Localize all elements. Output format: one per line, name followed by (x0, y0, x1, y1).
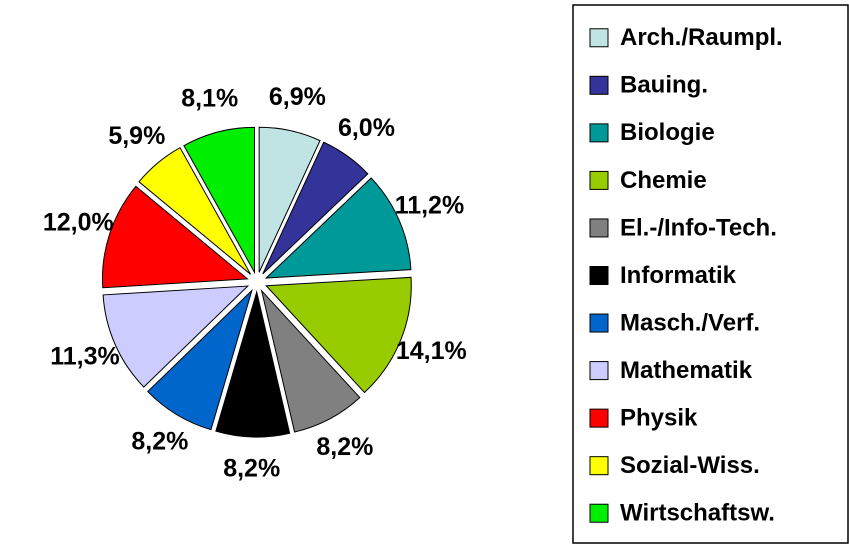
pie-slice (265, 276, 412, 394)
pie-slice (147, 288, 253, 431)
legend-swatch (589, 218, 609, 238)
legend-label: El.-/Info-Tech. (620, 214, 777, 241)
pie-slice (215, 290, 291, 438)
data-label: 8,2% (223, 455, 280, 483)
legend-label: Sozial-Wiss. (620, 452, 760, 479)
legend-label: Bauing. (620, 72, 708, 99)
data-label: 11,3% (50, 343, 120, 371)
legend-label: Physik (620, 404, 698, 431)
legend-label: Informatik (620, 262, 737, 289)
legend-swatch (589, 123, 609, 143)
legend-swatch (589, 408, 609, 428)
pie-slice (262, 141, 369, 275)
data-label: 8,1% (181, 85, 238, 113)
legend-swatch (589, 170, 609, 190)
legend-label: Wirtschaftsw. (620, 500, 775, 527)
data-label: 6,0% (338, 114, 395, 142)
pie-slice (102, 285, 250, 388)
data-label: 5,9% (108, 122, 165, 150)
data-label: 12,0% (43, 208, 114, 236)
data-label: 11,2% (395, 192, 465, 220)
legend-swatch (589, 503, 609, 523)
legend-swatch (589, 456, 609, 476)
pie-slice (258, 126, 321, 273)
pie-slice (264, 177, 412, 279)
legend-label: Mathematik (620, 357, 753, 384)
legend-label: Biologie (620, 119, 715, 146)
pie-slice (260, 289, 361, 433)
legend-swatch (589, 266, 609, 285)
legend-swatch (589, 361, 609, 381)
data-label: 14,1% (396, 337, 467, 365)
legend-label: Masch./Verf. (620, 309, 760, 336)
legend-box (572, 4, 849, 544)
data-label: 6,9% (269, 83, 326, 111)
legend-swatch (589, 28, 609, 48)
legend-swatch (589, 313, 609, 333)
legend-swatch (589, 75, 609, 95)
data-label: 8,2% (316, 433, 373, 461)
data-label: 8,2% (131, 428, 188, 456)
legend-label: Arch./Raumpl. (620, 24, 783, 51)
pie-slice (138, 146, 252, 275)
pie-slice (183, 126, 255, 275)
pie-slice (101, 185, 249, 289)
legend-label: Chemie (620, 167, 707, 194)
